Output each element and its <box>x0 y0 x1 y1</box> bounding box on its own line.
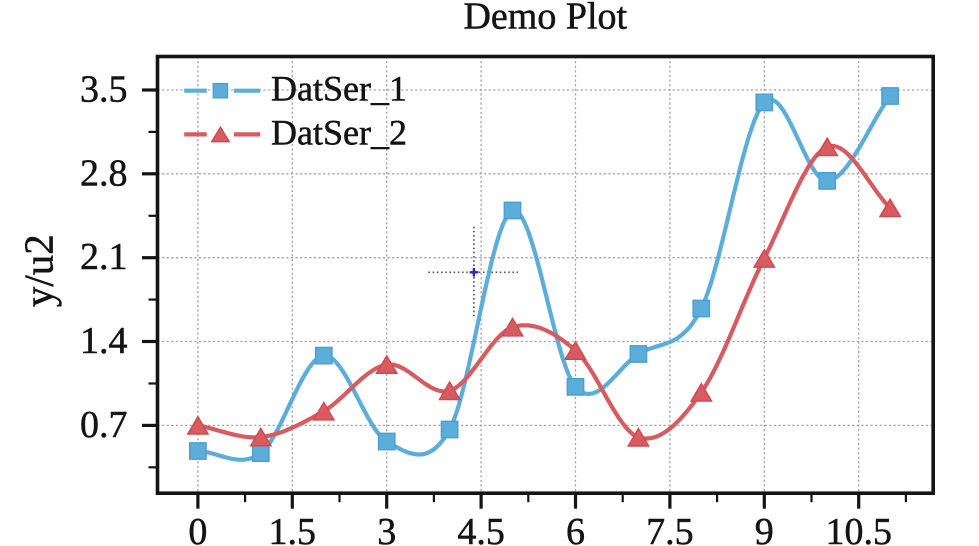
svg-text:3.5: 3.5 <box>80 69 128 111</box>
svg-text:6: 6 <box>566 511 585 546</box>
svg-text:2.8: 2.8 <box>80 152 128 194</box>
svg-text:y/u2: y/u2 <box>16 234 62 307</box>
svg-text:DatSer_1: DatSer_1 <box>271 69 407 109</box>
svg-text:10.5: 10.5 <box>825 511 892 546</box>
svg-text:3: 3 <box>377 511 396 546</box>
svg-text:1.5: 1.5 <box>269 511 317 546</box>
svg-text:4.5: 4.5 <box>457 511 505 546</box>
svg-text:0: 0 <box>188 511 207 546</box>
svg-text:1.4: 1.4 <box>80 320 128 362</box>
svg-text:0.7: 0.7 <box>80 404 128 446</box>
svg-text:DatSer_2: DatSer_2 <box>271 112 407 152</box>
svg-text:7.5: 7.5 <box>646 511 694 546</box>
svg-text:9: 9 <box>755 511 774 546</box>
svg-text:Demo Plot: Demo Plot <box>463 0 627 37</box>
svg-text:2.1: 2.1 <box>80 236 128 278</box>
